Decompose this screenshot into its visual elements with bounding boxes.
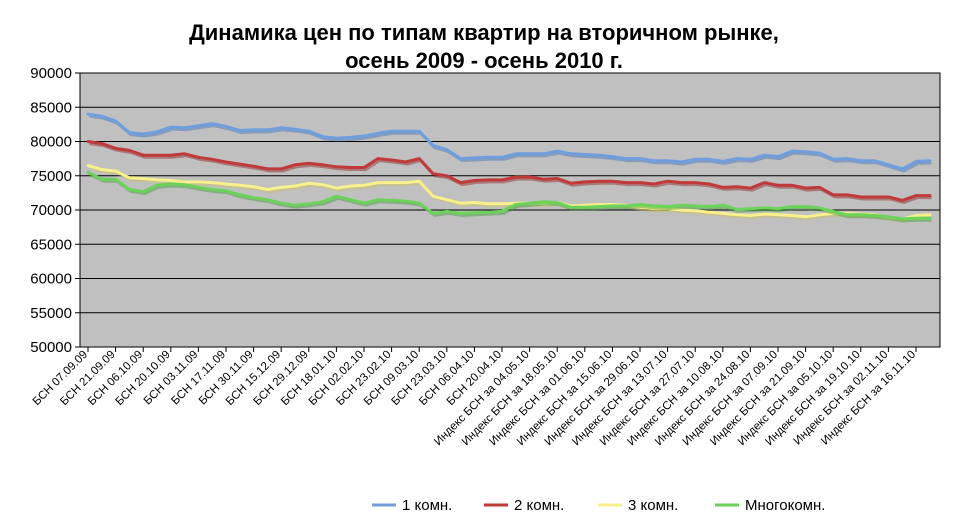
legend-label: Многокомн. — [745, 497, 825, 514]
series-line-4 — [86, 170, 932, 221]
series-line-1 — [86, 112, 932, 171]
y-tick-label: 90000 — [30, 65, 72, 82]
y-tick-label: 85000 — [30, 99, 72, 116]
legend-label: 1 комн. — [402, 497, 452, 514]
series-group — [86, 112, 932, 223]
series-line-2 — [86, 140, 932, 202]
series-shadow — [89, 142, 932, 204]
series-line-3 — [86, 164, 932, 221]
y-tick-label: 70000 — [30, 202, 72, 219]
y-axis: 50000 55000 60000 65000 70000 75000 80000 85000… — [30, 65, 81, 356]
series-shadow — [89, 166, 932, 223]
legend: 1 комн. 2 комн. 3 комн. Многокомн. — [372, 497, 825, 514]
y-tick-label: 60000 — [30, 271, 72, 288]
y-tick-label: 65000 — [30, 236, 72, 253]
y-tick-label: 75000 — [30, 168, 72, 185]
y-tick-label: 80000 — [30, 134, 72, 151]
y-tick-label: 50000 — [30, 339, 72, 356]
chart-subtitle: осень 2009 - осень 2010 г. — [345, 48, 623, 73]
y-tick-label: 55000 — [30, 305, 72, 322]
chart-title: Динамика цен по типам квартир на вторичн… — [189, 20, 779, 45]
legend-label: 2 комн. — [514, 497, 564, 514]
legend-label: 3 комн. — [628, 497, 678, 514]
